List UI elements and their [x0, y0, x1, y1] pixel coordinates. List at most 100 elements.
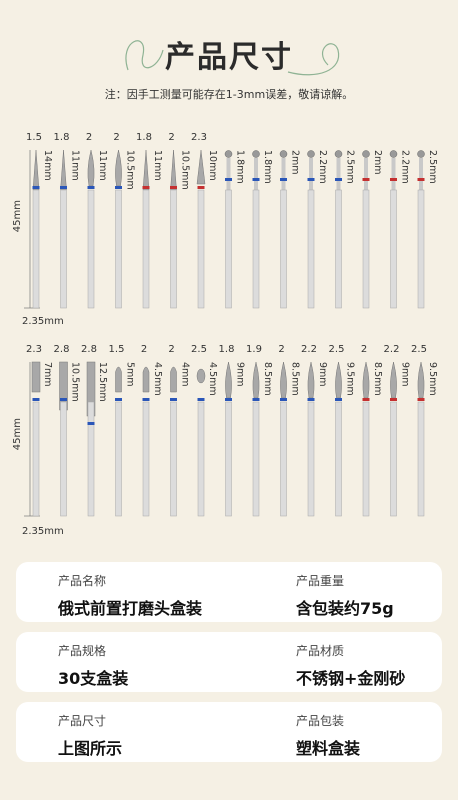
diameter-label: 2.2 [301, 344, 317, 355]
red-band [142, 186, 150, 189]
product-package-label: 产品包装 [296, 714, 345, 728]
drill-bit: 2.54.5mm [191, 344, 218, 517]
drill-bit: 2 4mm [168, 344, 191, 517]
ball-head [389, 150, 398, 158]
red-band [197, 186, 205, 189]
diameter-label: 2 [278, 344, 284, 355]
drill-bit: 2.812.5mm [81, 344, 108, 517]
bullet-head [115, 366, 122, 393]
length-label: 1.8mm [262, 150, 273, 184]
length-label: 10.5mm [125, 150, 136, 190]
decorative-swirl [125, 40, 340, 76]
bullet-head [170, 366, 177, 393]
ball-head [224, 150, 233, 158]
length-label: 11mm [97, 150, 108, 181]
diameter-label: 1.8 [136, 132, 152, 143]
blue-band [32, 186, 40, 189]
row2-length-label: 45mm [12, 418, 23, 451]
product-size-cell: 产品尺寸 上图所示 [58, 712, 122, 759]
bit-neck [254, 158, 258, 190]
length-label: 9mm [317, 362, 328, 387]
length-label: 4.5mm [152, 362, 163, 396]
bit-shank [115, 401, 122, 517]
diameter-label: 2.5 [329, 344, 345, 355]
drill-bit: 2 8.5mm [278, 344, 301, 517]
bit-shank [197, 189, 205, 309]
diameter-label: 2.3 [26, 344, 42, 355]
bit-shank [307, 401, 315, 517]
bit-shank [225, 401, 232, 517]
bit-shank [87, 401, 95, 517]
bit-shank [280, 401, 287, 517]
flame-head [307, 361, 315, 399]
bit-shank [417, 189, 425, 309]
bit-shank [60, 189, 67, 309]
cone-head [196, 149, 206, 185]
product-size-value: 上图所示 [58, 739, 123, 758]
product-name-cell: 产品名称 俄式前置打磨头盒装 [58, 572, 202, 619]
bit-shank [60, 401, 67, 517]
product-spec-cell: 产品规格 30支盒装 [58, 642, 128, 689]
row1-length-label: 45mm [12, 200, 23, 233]
diameter-label: 1.5 [26, 132, 42, 143]
flame-head [335, 361, 342, 399]
length-label: 14mm [42, 150, 53, 181]
diameter-label: 1.9 [246, 344, 262, 355]
bit-neck [391, 158, 396, 190]
blue-band [252, 178, 260, 181]
bit-shank [390, 189, 397, 309]
blue-band [307, 178, 315, 181]
flame-head [362, 361, 370, 399]
diameter-label: 2.8 [81, 344, 97, 355]
bit-shank [335, 401, 342, 517]
taper-head [32, 149, 40, 191]
red-band [417, 398, 425, 401]
blue-band [280, 398, 287, 401]
flame-head [280, 361, 287, 399]
length-label: 7mm [42, 362, 53, 387]
product-material-label: 产品材质 [296, 644, 345, 658]
length-label: 9mm [235, 362, 246, 387]
bit-shank [280, 189, 287, 309]
blue-band [87, 186, 95, 189]
blue-band [280, 178, 287, 181]
drill-bit: 2.5mm [417, 150, 438, 309]
bit-shank [252, 401, 260, 517]
drill-bit: 2mm [362, 150, 383, 309]
diameter-label: 2 [168, 132, 174, 143]
length-label: 8.5mm [262, 362, 273, 396]
drill-bit: 2 11mm [86, 132, 108, 309]
taper-head [60, 149, 67, 191]
diameter-label: 2 [168, 344, 174, 355]
row1-shank-label: 2.35mm [22, 316, 64, 327]
bit-neck [364, 158, 368, 190]
diameter-label: 2.5 [191, 344, 207, 355]
bit-shank [225, 189, 232, 309]
drill-bit: 1.8mm [224, 150, 246, 309]
bit-shank [32, 189, 40, 309]
blue-band [60, 186, 67, 189]
drill-bit: 2.2mm [307, 150, 328, 309]
product-weight-value: 含包装约75g [296, 599, 394, 618]
diameter-label: 2.8 [54, 344, 70, 355]
drill-bit: 2mm [279, 150, 301, 309]
red-band [362, 398, 370, 401]
red-band [417, 178, 425, 181]
diameter-label: 2.5 [411, 344, 427, 355]
length-label: 10mm [207, 150, 218, 181]
flame-head [115, 149, 122, 187]
drill-bits-row-1: 1.514mm1.811mm211mm210.5mm1.811mm210.5mm… [24, 132, 438, 309]
blue-band [32, 398, 40, 401]
length-label: 9.5mm [345, 362, 356, 396]
bit-neck [419, 158, 423, 190]
drill-bit: 2.5mm [334, 150, 356, 309]
blue-band [252, 398, 260, 401]
red-band [390, 398, 397, 401]
info-card-1: 产品名称 俄式前置打磨头盒装 产品重量 含包装约75g [16, 562, 442, 622]
